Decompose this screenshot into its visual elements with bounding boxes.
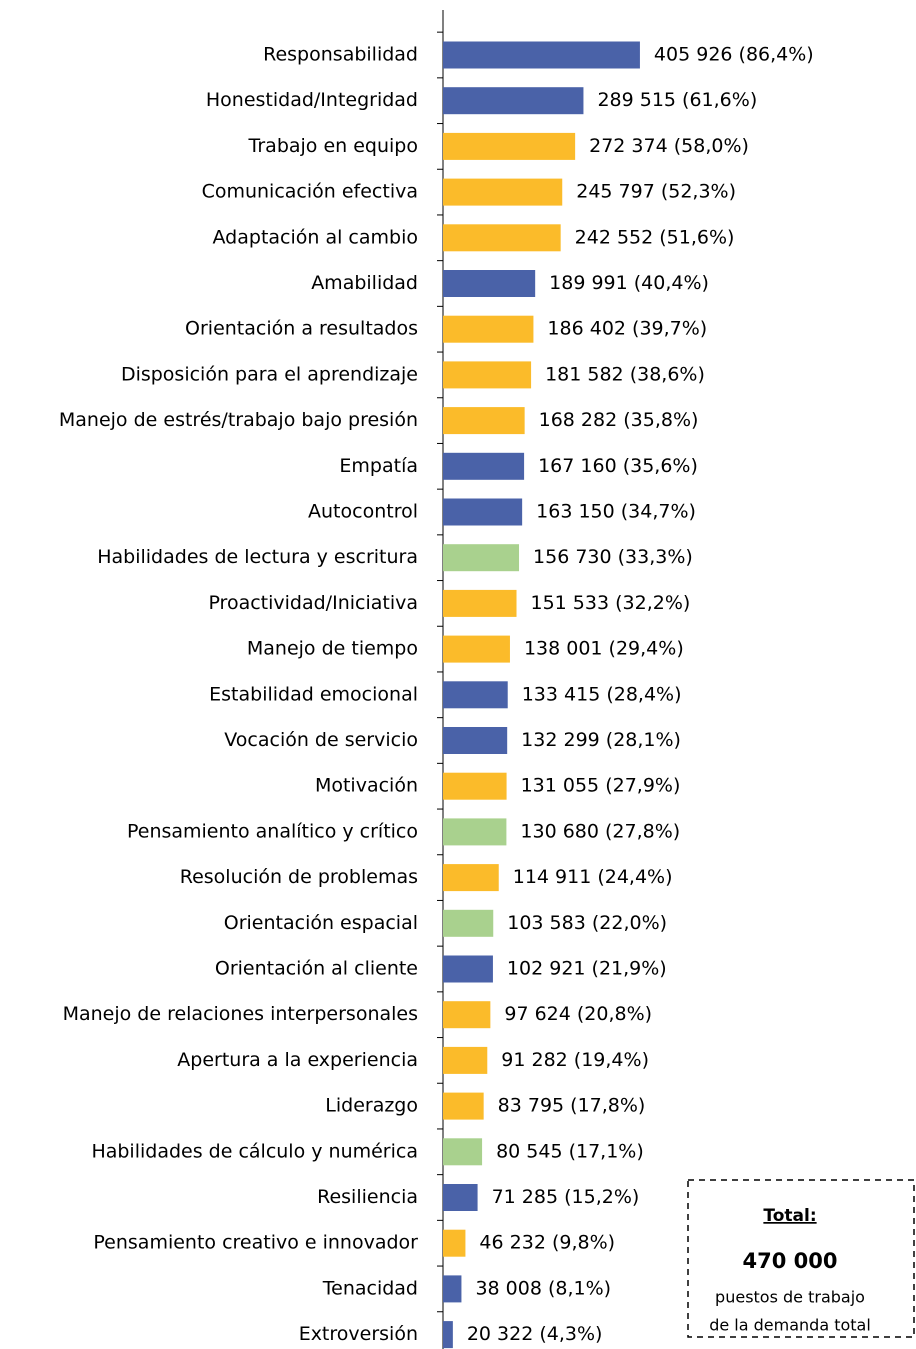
category-label: Orientación espacial bbox=[224, 912, 418, 934]
bar bbox=[443, 909, 494, 937]
total-line: puestos de trabajo bbox=[715, 1288, 865, 1307]
value-label: 131 055 (27,9%) bbox=[521, 775, 681, 797]
value-label: 167 160 (35,6%) bbox=[538, 455, 698, 477]
bar bbox=[443, 681, 508, 709]
bar bbox=[443, 224, 561, 252]
value-label: 80 545 (17,1%) bbox=[496, 1140, 644, 1162]
category-label: Honestidad/Integridad bbox=[206, 89, 418, 111]
bar bbox=[443, 635, 510, 663]
bar bbox=[443, 544, 520, 572]
category-label: Pensamiento analítico y crítico bbox=[127, 820, 418, 842]
category-label: Manejo de estrés/trabajo bajo presión bbox=[59, 409, 418, 431]
value-label: 156 730 (33,3%) bbox=[533, 546, 693, 568]
category-label: Autocontrol bbox=[308, 501, 418, 523]
total-box bbox=[687, 1179, 915, 1338]
category-label: Comunicación efectiva bbox=[202, 181, 418, 203]
bar bbox=[443, 361, 532, 389]
category-label: Motivación bbox=[315, 775, 418, 797]
category-label: Adaptación al cambio bbox=[213, 226, 418, 248]
value-label: 245 797 (52,3%) bbox=[576, 181, 736, 203]
value-label: 163 150 (34,7%) bbox=[536, 501, 696, 523]
value-label: 186 402 (39,7%) bbox=[547, 318, 707, 340]
value-label: 189 991 (40,4%) bbox=[549, 272, 709, 294]
total-value: 470 000 bbox=[743, 1249, 838, 1273]
bar bbox=[443, 498, 523, 526]
category-label: Disposición para el aprendizaje bbox=[121, 363, 418, 385]
bar bbox=[443, 1046, 488, 1074]
category-label: Tenacidad bbox=[322, 1277, 418, 1299]
value-label: 242 552 (51,6%) bbox=[575, 226, 735, 248]
bar bbox=[443, 1229, 466, 1257]
value-label: 133 415 (28,4%) bbox=[522, 683, 682, 705]
category-label: Liderazgo bbox=[325, 1095, 418, 1117]
category-label: Vocación de servicio bbox=[224, 729, 418, 751]
bar bbox=[443, 772, 507, 800]
value-label: 46 232 (9,8%) bbox=[479, 1232, 615, 1254]
bar bbox=[443, 315, 534, 343]
bar bbox=[443, 452, 525, 480]
category-label: Manejo de tiempo bbox=[247, 638, 418, 660]
bar bbox=[443, 1275, 462, 1303]
category-label: Habilidades de cálculo y numérica bbox=[91, 1140, 418, 1162]
value-label: 71 285 (15,2%) bbox=[492, 1186, 640, 1208]
value-label: 102 921 (21,9%) bbox=[507, 958, 667, 980]
value-label: 272 374 (58,0%) bbox=[589, 135, 749, 157]
bar bbox=[443, 589, 517, 617]
bar bbox=[443, 1001, 491, 1029]
category-label: Amabilidad bbox=[311, 272, 418, 294]
value-label: 83 795 (17,8%) bbox=[498, 1095, 646, 1117]
category-label: Orientación a resultados bbox=[185, 318, 418, 340]
value-label: 289 515 (61,6%) bbox=[597, 89, 757, 111]
bar bbox=[443, 1184, 478, 1211]
category-label: Proactividad/Iniciativa bbox=[208, 592, 418, 614]
bar bbox=[443, 407, 525, 435]
value-label: 20 322 (4,3%) bbox=[467, 1323, 603, 1345]
bar bbox=[443, 818, 507, 846]
category-label: Trabajo en equipo bbox=[248, 135, 418, 157]
value-label: 97 624 (20,8%) bbox=[504, 1003, 652, 1025]
value-label: 103 583 (22,0%) bbox=[507, 912, 667, 934]
category-label: Pensamiento creativo e innovador bbox=[93, 1232, 418, 1254]
value-label: 130 680 (27,8%) bbox=[520, 820, 680, 842]
category-label: Estabilidad emocional bbox=[209, 683, 418, 705]
bar bbox=[443, 178, 563, 206]
value-label: 181 582 (38,6%) bbox=[545, 363, 705, 385]
bar bbox=[443, 1138, 483, 1166]
bar bbox=[443, 1321, 453, 1349]
category-label: Resolución de problemas bbox=[180, 866, 418, 888]
bar bbox=[443, 87, 584, 115]
category-label: Orientación al cliente bbox=[215, 958, 418, 980]
value-label: 405 926 (86,4%) bbox=[654, 44, 814, 66]
bar bbox=[443, 1092, 484, 1120]
value-label: 38 008 (8,1%) bbox=[475, 1277, 611, 1299]
bar bbox=[443, 727, 508, 754]
value-label: 91 282 (19,4%) bbox=[501, 1049, 649, 1071]
bar bbox=[443, 41, 640, 69]
bar bbox=[443, 864, 499, 892]
category-label: Habilidades de lectura y escritura bbox=[97, 546, 418, 568]
value-label: 168 282 (35,8%) bbox=[539, 409, 699, 431]
value-label: 132 299 (28,1%) bbox=[521, 729, 681, 751]
value-label: 138 001 (29,4%) bbox=[524, 638, 684, 660]
category-label: Manejo de relaciones interpersonales bbox=[63, 1003, 418, 1025]
total-title: Total: bbox=[763, 1206, 816, 1226]
bar bbox=[443, 132, 576, 160]
category-label: Apertura a la experiencia bbox=[177, 1049, 418, 1071]
bar bbox=[443, 955, 493, 983]
category-label: Extroversión bbox=[299, 1323, 418, 1345]
category-label: Resiliencia bbox=[317, 1186, 418, 1208]
category-label: Empatía bbox=[339, 455, 418, 477]
value-label: 151 533 (32,2%) bbox=[531, 592, 691, 614]
category-label: Responsabilidad bbox=[263, 44, 418, 66]
value-label: 114 911 (24,4%) bbox=[513, 866, 673, 888]
bar bbox=[443, 270, 536, 297]
total-line: de la demanda total bbox=[709, 1316, 871, 1335]
